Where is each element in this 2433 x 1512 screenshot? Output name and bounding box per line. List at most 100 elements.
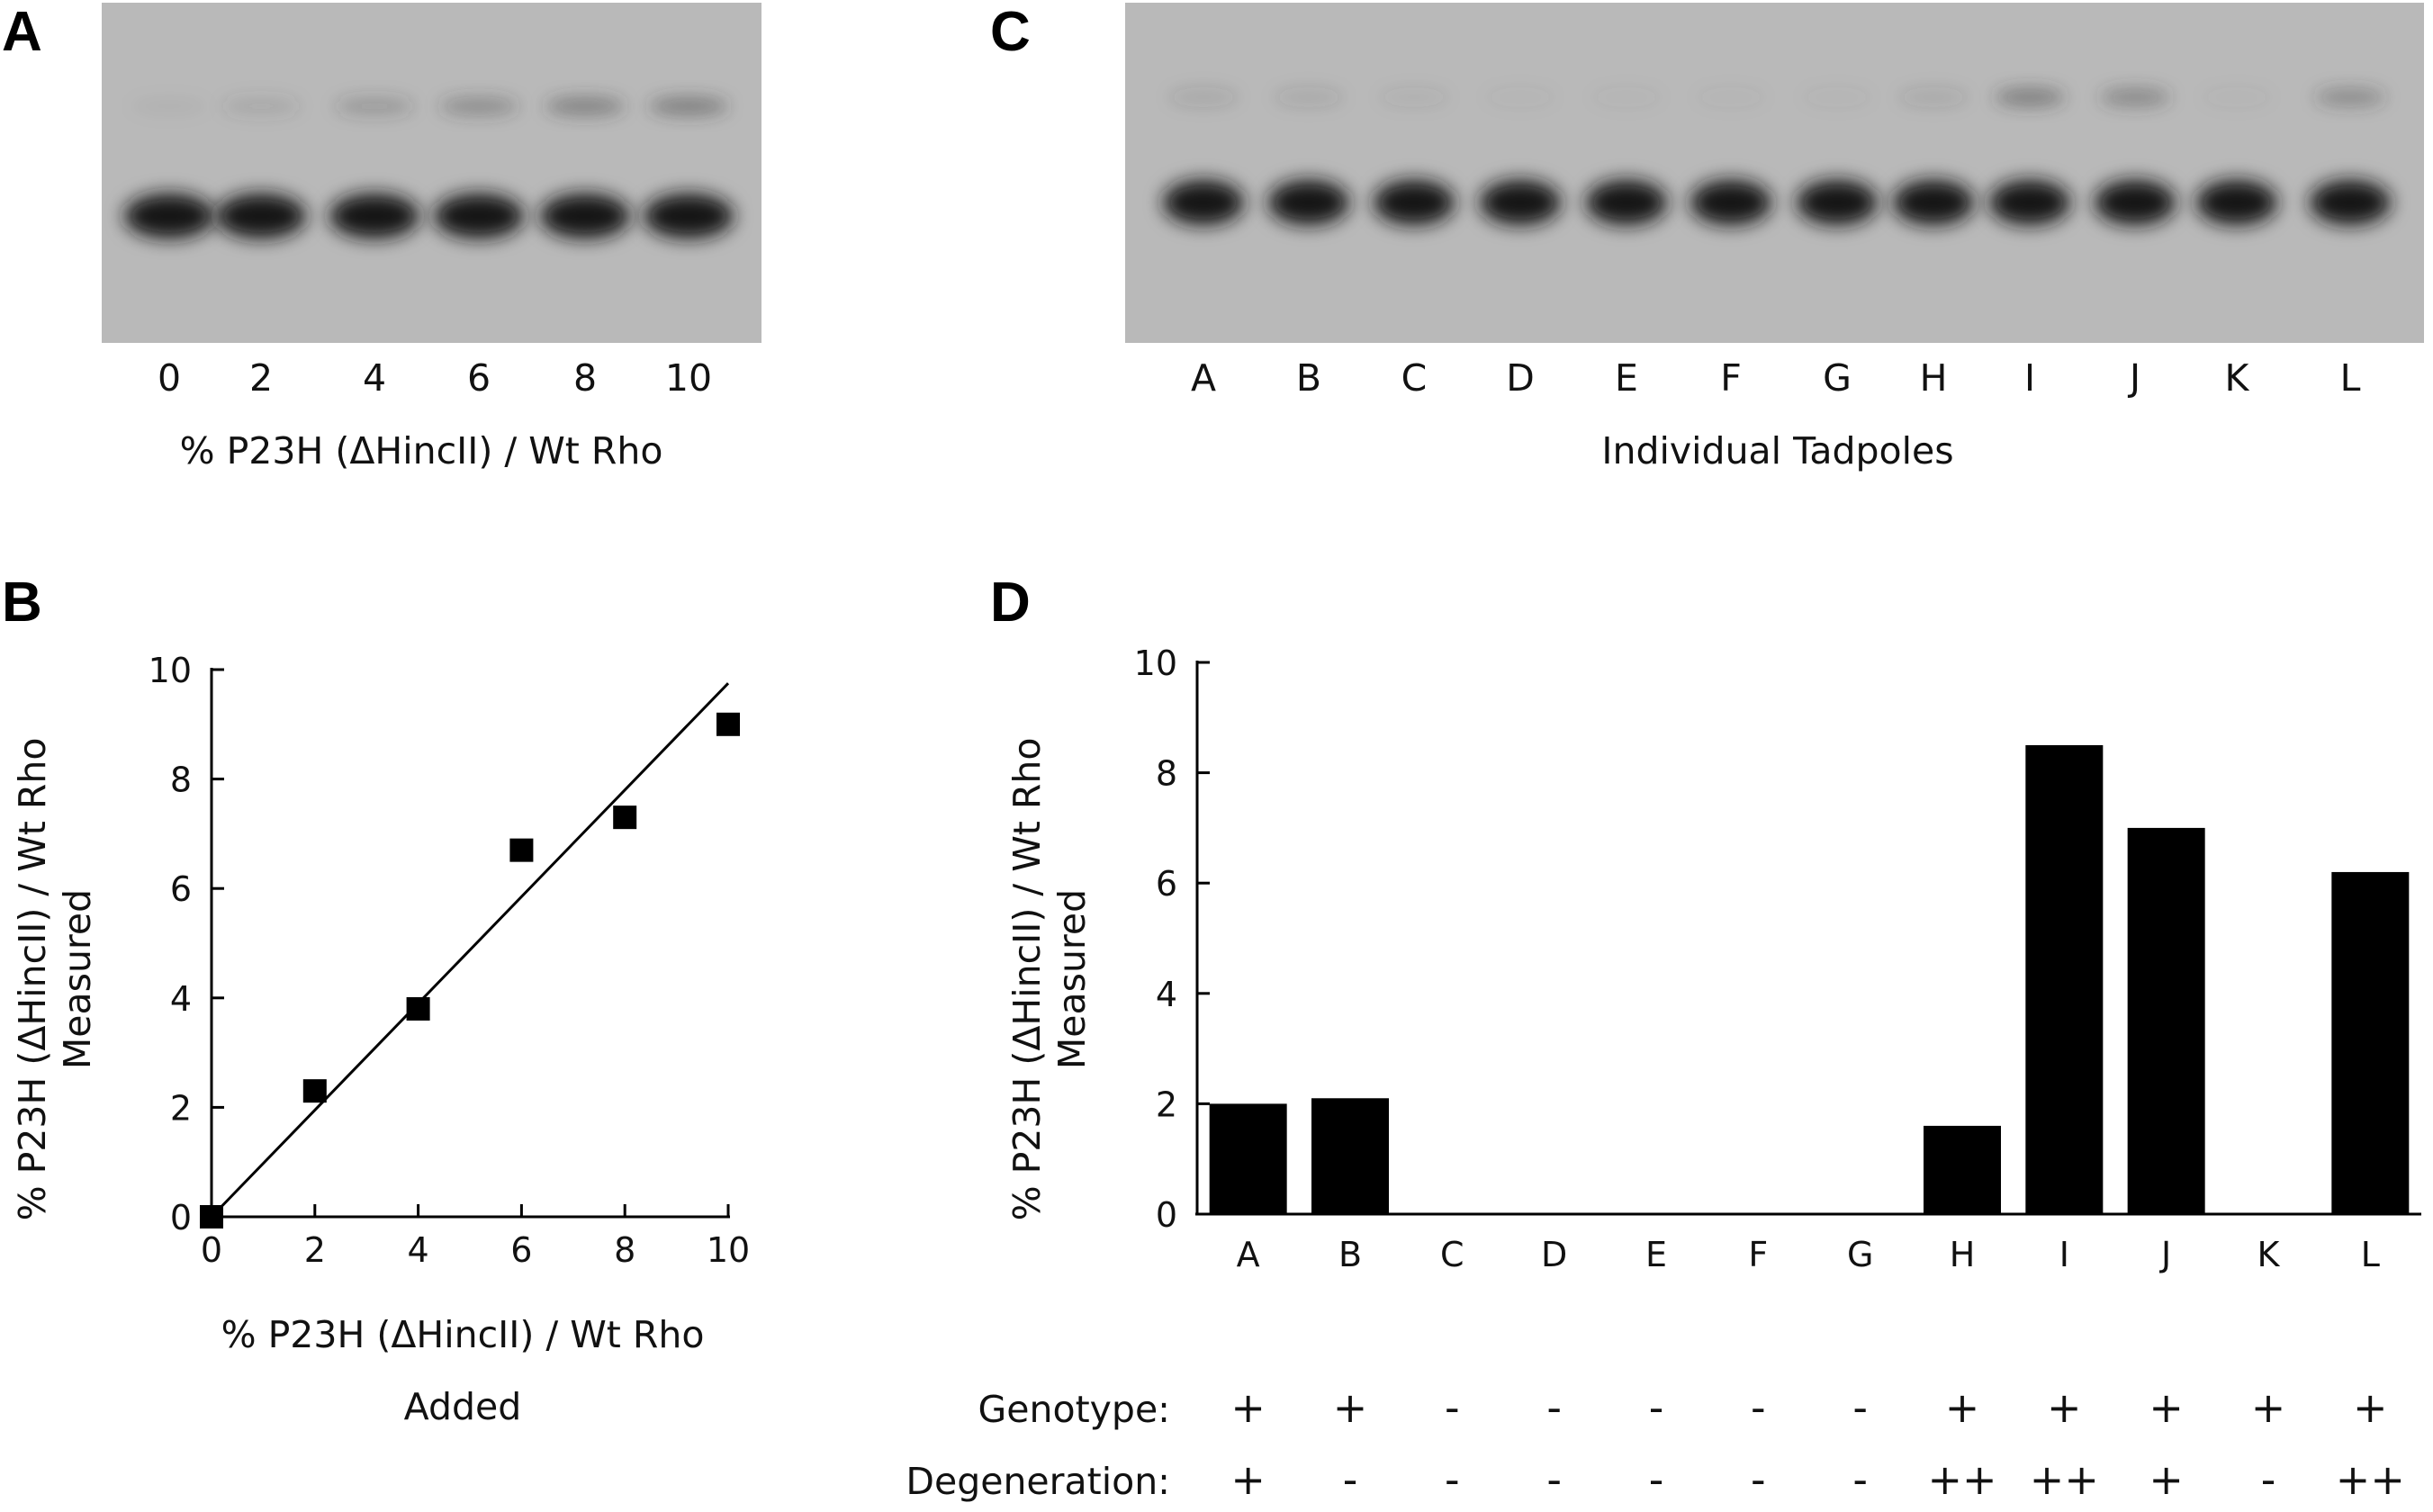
chart-b-ylabel-line2: Measured	[56, 889, 99, 1069]
panel-c-letter: C	[990, 1, 1031, 63]
chart-d-row-0-value-D: -	[1546, 1383, 1562, 1432]
gel-c-xlabel: Individual Tadpoles	[1601, 429, 1953, 472]
gel-lane-label-B: B	[1296, 356, 1321, 400]
gel-band-upper-2	[221, 96, 301, 116]
gel-band-upper-4	[335, 96, 414, 116]
gel-lane-label-H: H	[1920, 356, 1948, 400]
gel-band-upper-6	[439, 96, 518, 116]
gel-band-upper-L	[2315, 87, 2385, 107]
chart-d-annotation-rows: Genotype: + + - - - - - + + + + +Degeneration: + - - - - -…	[906, 1383, 2404, 1504]
gel-band-upper-G	[1802, 87, 1872, 107]
chart-d-row-0-value-G: -	[1852, 1383, 1868, 1432]
gel-band-upper-E	[1591, 87, 1662, 107]
chart-d-row-0-value-A: +	[1230, 1383, 1266, 1432]
chart-d-row-1-value-H: ++	[1927, 1455, 1996, 1504]
chart-d-row-1-value-G: -	[1852, 1455, 1868, 1504]
gel-band-main-K	[2196, 180, 2277, 225]
chart-d: 0 2 4 6 8 10 A B C D E F G H I J K L	[1134, 644, 2421, 1274]
gel-band-upper-J	[2100, 87, 2170, 107]
chart-b-fit-line	[210, 682, 730, 1219]
gel-band-main-D	[1480, 180, 1561, 225]
chart-d-bar-H	[1924, 1125, 2001, 1214]
chart-d-ylabel: % P23H (ΔHincII) / Wt Rho Measured	[1005, 738, 1094, 1221]
chart-b-ytick-label-10: 10	[149, 651, 192, 690]
chart-d-ytick-label-10: 10	[1134, 644, 1177, 683]
chart-d-xtick-label-E: E	[1645, 1235, 1667, 1274]
chart-b-ytick-label-6: 6	[170, 869, 192, 909]
gel-lane-label-F: F	[1720, 356, 1742, 400]
chart-d-row-0-value-I: +	[2047, 1383, 2082, 1432]
chart-b-point-1	[302, 1079, 327, 1103]
gel-band-upper-I	[1995, 87, 2065, 107]
gel-band-upper-D	[1485, 87, 1555, 107]
gel-lane-label-A: A	[1191, 356, 1216, 400]
chart-d-xtick-label-K: K	[2257, 1235, 2281, 1274]
gel-band-main-J	[2095, 180, 2176, 225]
chart-d-row-1-value-I: ++	[2030, 1455, 2099, 1504]
chart-d-bar-A	[1209, 1103, 1287, 1214]
chart-d-ytick-label-2: 2	[1156, 1084, 1177, 1124]
gel-band-main-A	[1163, 180, 1244, 225]
gel-band-upper-8	[545, 96, 625, 116]
gel-lane-label-10: 10	[665, 356, 712, 400]
gel-band-main-4	[329, 194, 419, 238]
gel-c-image	[1125, 3, 2424, 343]
chart-d-xtick-label-B: B	[1338, 1235, 1362, 1274]
chart-d-row-0-value-K: +	[2251, 1383, 2286, 1432]
chart-d-row-0-value-E: -	[1649, 1383, 1664, 1432]
chart-b-point-3	[509, 838, 534, 862]
chart-d-row-label-0: Genotype:	[978, 1388, 1170, 1431]
chart-d-row-1-value-D: -	[1546, 1455, 1562, 1504]
chart-b-ytick-label-8: 8	[170, 760, 192, 800]
chart-d-xtick-label-J: J	[2159, 1235, 2171, 1274]
gel-band-upper-C	[1379, 87, 1449, 107]
gel-band-upper-H	[1898, 87, 1969, 107]
chart-b-ylabel: % P23H (ΔHincII) / Wt Rho Measured	[11, 738, 99, 1221]
chart-d-ylabel-line2: Measured	[1050, 889, 1094, 1069]
chart-b-xlabel-line2: Added	[404, 1385, 522, 1428]
chart-b-ytick-label-4: 4	[170, 979, 192, 1019]
gel-band-upper-10	[649, 96, 728, 116]
chart-d-bar-B	[1311, 1098, 1389, 1214]
chart-d-row-1-value-J: +	[2149, 1455, 2184, 1504]
panel-b-letter: B	[2, 572, 42, 634]
chart-d-bar-I	[2025, 744, 2104, 1214]
gel-lane-label-E: E	[1615, 356, 1638, 400]
chart-d-row-1-value-A: +	[1230, 1455, 1266, 1504]
gel-band-main-10	[644, 194, 734, 238]
gel-lane-label-4: 4	[363, 356, 386, 400]
chart-d-row-1-value-B: -	[1343, 1455, 1358, 1504]
chart-d-xtick-label-L: L	[2361, 1235, 2380, 1274]
chart-d-xtick-label-A: A	[1237, 1235, 1260, 1274]
gel-band-main-C	[1374, 180, 1455, 225]
chart-d-bar-L	[2331, 871, 2410, 1214]
chart-d-row-0-value-J: +	[2149, 1383, 2184, 1432]
chart-b-xtick-label-6: 6	[510, 1230, 532, 1270]
gel-lane-label-L: L	[2340, 356, 2361, 400]
gel-a-xlabel: % P23H (ΔHincII) / Wt Rho	[180, 429, 663, 472]
gel-lane-label-G: G	[1823, 356, 1852, 400]
chart-d-ytick-label-6: 6	[1156, 864, 1177, 904]
chart-b-ytick-label-0: 0	[170, 1198, 192, 1238]
gel-c-bands	[1163, 87, 2391, 225]
gel-lane-label-2: 2	[249, 356, 273, 400]
chart-d-row-1-value-C: -	[1445, 1455, 1460, 1504]
gel-band-main-2	[216, 194, 306, 238]
chart-b-xlabel-line1: % P23H (ΔHincII) / Wt Rho	[221, 1313, 705, 1356]
chart-d-xtick-label-G: G	[1847, 1235, 1873, 1274]
gel-band-upper-A	[1168, 87, 1239, 107]
chart-d-row-1-value-K: -	[2261, 1455, 2276, 1504]
chart-d-row-1-value-L: ++	[2336, 1455, 2405, 1504]
chart-d-xtick-label-C: C	[1440, 1235, 1464, 1274]
chart-d-bar-J	[2127, 827, 2205, 1214]
chart-b-xtick-label-2: 2	[304, 1230, 326, 1270]
panel-a-letter: A	[2, 1, 42, 63]
chart-d-xtick-label-I: I	[2059, 1235, 2069, 1274]
gel-a-lane-labels: 0 2 4 6 8 10	[158, 356, 712, 400]
gel-lane-label-6: 6	[467, 356, 491, 400]
chart-d-row-0-value-B: +	[1333, 1383, 1368, 1432]
gel-band-main-0	[124, 194, 214, 238]
chart-d-row-0-value-C: -	[1445, 1383, 1460, 1432]
gel-c-lane-labels: A B C D E F G H I J K L	[1191, 356, 2361, 400]
